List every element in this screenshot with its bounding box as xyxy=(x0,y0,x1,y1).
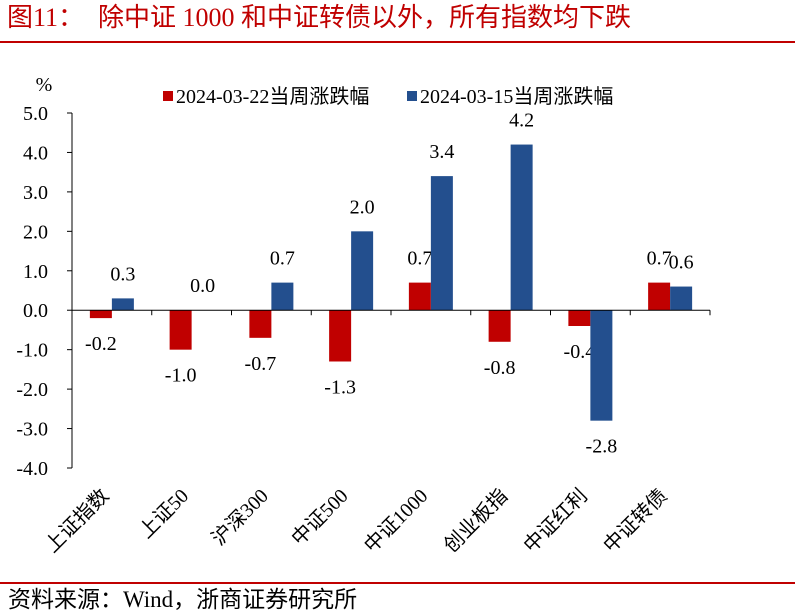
data-label: 0.3 xyxy=(110,263,135,285)
bar xyxy=(169,310,192,350)
data-label: -1.0 xyxy=(165,365,197,387)
data-label: 2.0 xyxy=(350,196,375,218)
data-label: 3.4 xyxy=(429,141,454,163)
data-label: -0.8 xyxy=(484,357,516,379)
bar xyxy=(648,282,671,311)
source-note: 资料来源：Wind，浙商证券研究所 xyxy=(8,587,358,612)
x-tick-label: 中证红利 xyxy=(519,484,592,557)
bar xyxy=(430,176,453,311)
data-label: 0.7 xyxy=(647,248,672,270)
y-tick-label: 2.0 xyxy=(23,221,48,243)
bar xyxy=(510,144,533,311)
source-divider xyxy=(0,582,795,584)
figure-heading: 图11： 除中证 1000 和中证转债以外，所有指数均下跌 xyxy=(7,3,631,33)
bar xyxy=(568,310,591,326)
chart-title: 除中证 1000 和中证转债以外，所有指数均下跌 xyxy=(98,3,632,32)
x-tick-label: 中证1000 xyxy=(360,484,433,557)
bar xyxy=(488,310,511,342)
data-label: -1.3 xyxy=(324,377,356,399)
bar xyxy=(271,282,294,311)
bar xyxy=(249,310,272,338)
y-axis-unit-label: % xyxy=(36,74,53,96)
bar xyxy=(670,286,693,311)
title-divider xyxy=(0,41,795,43)
y-tick-label: 1.0 xyxy=(23,261,48,283)
data-label: 4.2 xyxy=(509,110,534,132)
x-tick-label: 上证50 xyxy=(134,484,193,543)
bar xyxy=(351,231,374,311)
y-tick-label: 3.0 xyxy=(23,182,48,204)
data-label: -0.4 xyxy=(564,341,596,363)
data-label: 0.6 xyxy=(669,252,694,274)
data-label: -2.8 xyxy=(586,436,618,458)
y-tick-label: 0.0 xyxy=(23,300,48,322)
x-tick-label: 沪深300 xyxy=(207,484,273,550)
data-label: -0.7 xyxy=(245,353,277,375)
bar xyxy=(408,282,431,311)
bar xyxy=(89,310,112,319)
legend-label: 2024-03-22当周涨跌幅 xyxy=(176,85,369,108)
figure-label: 图11： xyxy=(7,3,85,32)
bar xyxy=(590,310,613,421)
bar xyxy=(329,310,352,362)
y-tick-label: 5.0 xyxy=(23,103,48,125)
y-tick-label: -4.0 xyxy=(16,458,48,480)
data-label: 0.7 xyxy=(270,248,295,270)
y-tick-label: 4.0 xyxy=(23,142,48,164)
bar xyxy=(111,298,134,311)
y-tick-label: -2.0 xyxy=(16,379,48,401)
x-tick-label: 中证转债 xyxy=(599,484,672,557)
legend-label: 2024-03-15当周涨跌幅 xyxy=(420,85,613,108)
legend-swatch xyxy=(407,91,417,101)
data-label: 0.0 xyxy=(190,275,215,297)
data-label: -0.2 xyxy=(85,333,117,355)
y-tick-label: -1.0 xyxy=(16,340,48,362)
x-tick-label: 创业板指 xyxy=(439,484,512,557)
legend-swatch xyxy=(163,91,173,101)
data-label: 0.7 xyxy=(407,248,432,270)
x-tick-label: 上证指数 xyxy=(41,484,114,557)
y-tick-label: -3.0 xyxy=(16,419,48,441)
x-tick-label: 中证500 xyxy=(287,484,353,550)
